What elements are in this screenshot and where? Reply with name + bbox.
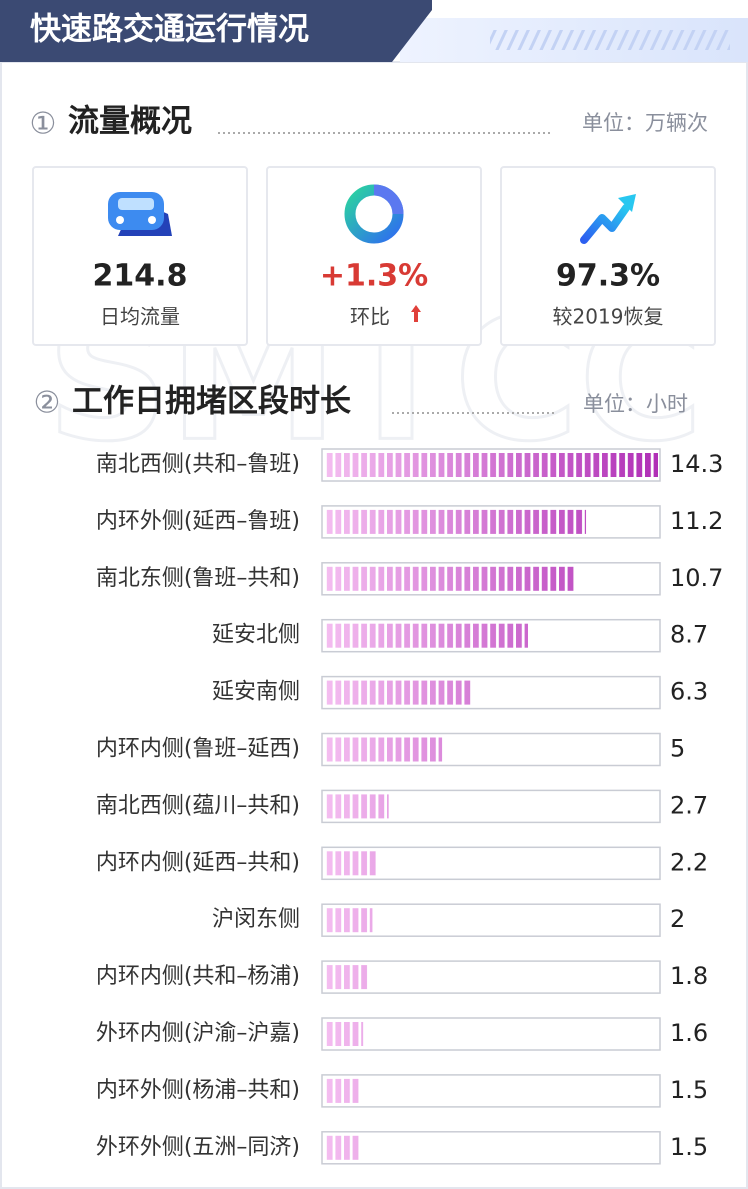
section-title: 流量概况 [68, 104, 192, 140]
bar-track [321, 1131, 661, 1165]
category-label: 内环内侧(鲁班–延西) [96, 737, 300, 762]
category-label: 内环外侧(杨浦–共和) [96, 1078, 300, 1103]
bar [326, 1135, 361, 1160]
category-label: 外环外侧(五洲–同济) [96, 1135, 300, 1160]
bar [326, 965, 368, 990]
value-label: 5 [670, 735, 685, 763]
category-label: 内环内侧(共和–杨浦) [96, 964, 300, 989]
value-label: 1.5 [670, 1133, 708, 1161]
trend-icon [580, 194, 636, 244]
ring-icon [344, 184, 404, 244]
value-label: 14.3 [670, 450, 723, 478]
card-value: 97.3% [556, 259, 660, 294]
bar [326, 908, 373, 933]
section-index: ② [34, 386, 61, 421]
bar-track [321, 1074, 661, 1108]
value-label: 1.5 [670, 1076, 708, 1104]
chart-title: 工作日拥堵区段时长 [72, 384, 351, 420]
card-label: 日均流量 [100, 305, 180, 329]
bar [326, 566, 575, 591]
card-value: +1.3% [320, 259, 428, 294]
category-label: 外环内侧(沪渝–沪嘉) [96, 1021, 300, 1046]
value-label: 1.6 [670, 1019, 708, 1047]
card [32, 166, 248, 346]
header-tab [0, 0, 432, 62]
bar [326, 623, 528, 648]
value-label: 2.7 [670, 791, 708, 819]
card [266, 166, 482, 346]
category-label: 南北西侧(共和–鲁班) [96, 452, 300, 477]
up-arrow [411, 305, 421, 322]
value-label: 2.2 [670, 848, 708, 876]
card-label: 较2019恢复 [553, 305, 664, 329]
card-value: 214.8 [93, 259, 188, 294]
bar [326, 1078, 361, 1103]
category-label: 延安北侧 [212, 623, 300, 648]
value-label: 1.8 [670, 962, 708, 990]
bar [326, 737, 443, 762]
section-index: ① [30, 107, 57, 142]
bar [326, 794, 389, 819]
bar [326, 851, 378, 876]
bar-track [321, 846, 661, 881]
category-label: 延安南侧 [212, 680, 300, 705]
value-label: 11.2 [670, 507, 723, 535]
car-icon [108, 192, 172, 236]
value-label: 10.7 [670, 564, 723, 592]
category-label: 沪闵东侧 [212, 907, 300, 932]
bar [326, 680, 473, 705]
cards [32, 166, 716, 346]
bar [326, 1022, 364, 1046]
category-label: 内环内侧(延西–共和) [96, 850, 300, 875]
card-label: 环比 [350, 305, 390, 329]
card [500, 166, 716, 346]
value-label: 8.7 [670, 621, 708, 649]
bar-track [321, 960, 661, 994]
value-label: 2 [670, 905, 685, 933]
unit: 单位：小时 [583, 392, 688, 416]
category-label: 南北东侧(鲁班–共和) [96, 566, 300, 591]
bar [326, 509, 587, 534]
bar-track [321, 1017, 661, 1051]
bar-track [321, 903, 661, 937]
category-label: 内环外侧(延西–鲁班) [96, 509, 300, 534]
value-label: 6.3 [670, 678, 708, 706]
bar [326, 453, 658, 477]
category-label: 南北西侧(蕴川–共和) [96, 793, 300, 818]
header-hatch [490, 30, 730, 50]
header-title: 快速路交通运行情况 [30, 12, 309, 48]
unit: 单位：万辆次 [582, 111, 708, 135]
